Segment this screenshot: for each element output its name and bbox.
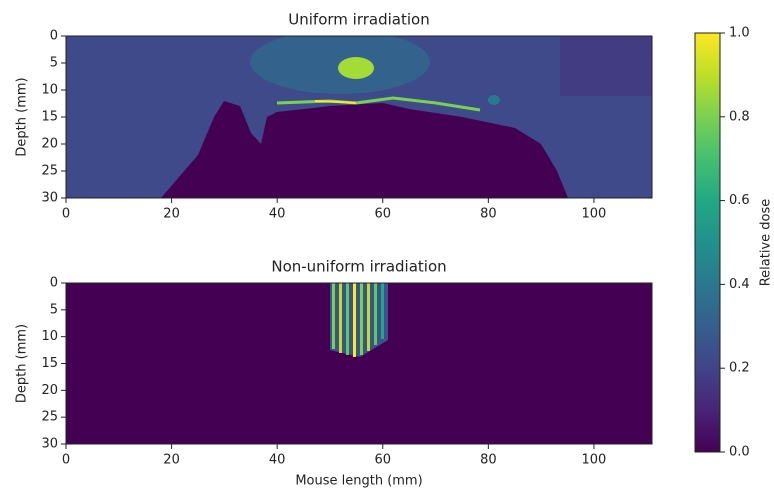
x-tick-label: 40 <box>269 453 286 468</box>
y-tick-label: 15 <box>41 110 58 125</box>
y-tick-label: 5 <box>50 302 58 317</box>
y-tick-label: 30 <box>41 437 58 452</box>
y-tick-label: 20 <box>41 137 58 152</box>
x-tick-label: 60 <box>374 207 391 222</box>
y-tick-label: 10 <box>41 83 58 98</box>
colorbar-label: Relative dose <box>759 199 774 287</box>
x-axis-label: Mouse length (mm) <box>295 474 422 489</box>
y-tick-label: 20 <box>41 383 58 398</box>
chart-title: Non-uniform irradiation <box>271 258 446 276</box>
y-axis-label: Depth (mm) <box>15 77 30 156</box>
y-tick-label: 0 <box>50 276 58 291</box>
colorbar-tick-label: 0.2 <box>729 361 750 376</box>
x-tick-label: 100 <box>582 207 607 222</box>
y-tick-label: 30 <box>41 191 58 206</box>
dose-image <box>66 283 652 444</box>
y-tick-label: 15 <box>41 356 58 371</box>
y-tick-label: 5 <box>50 56 58 71</box>
y-tick-label: 25 <box>41 164 58 179</box>
y-tick-label: 10 <box>41 329 58 344</box>
x-tick-label: 80 <box>480 453 497 468</box>
colorbar-tick-label: 1.0 <box>729 26 750 41</box>
colorbar <box>695 33 720 452</box>
colorbar-tick-label: 0.0 <box>729 445 750 460</box>
dose-image <box>66 30 652 198</box>
y-tick-label: 0 <box>50 29 58 44</box>
y-tick-label: 25 <box>41 410 58 425</box>
x-tick-label: 100 <box>582 453 607 468</box>
x-tick-label: 20 <box>163 207 180 222</box>
x-tick-label: 80 <box>480 207 497 222</box>
x-tick-label: 40 <box>269 207 286 222</box>
figure: Uniform irradiation020406080100051015202… <box>0 0 774 489</box>
colorbar-tick-label: 0.8 <box>729 109 750 124</box>
x-tick-label: 20 <box>163 453 180 468</box>
x-tick-label: 0 <box>62 207 70 222</box>
x-tick-label: 0 <box>62 453 70 468</box>
colorbar-tick-label: 0.6 <box>729 193 750 208</box>
colorbar-tick-label: 0.4 <box>729 277 750 292</box>
chart-title: Uniform irradiation <box>288 11 429 29</box>
y-axis-label: Depth (mm) <box>15 324 30 403</box>
x-tick-label: 60 <box>374 453 391 468</box>
